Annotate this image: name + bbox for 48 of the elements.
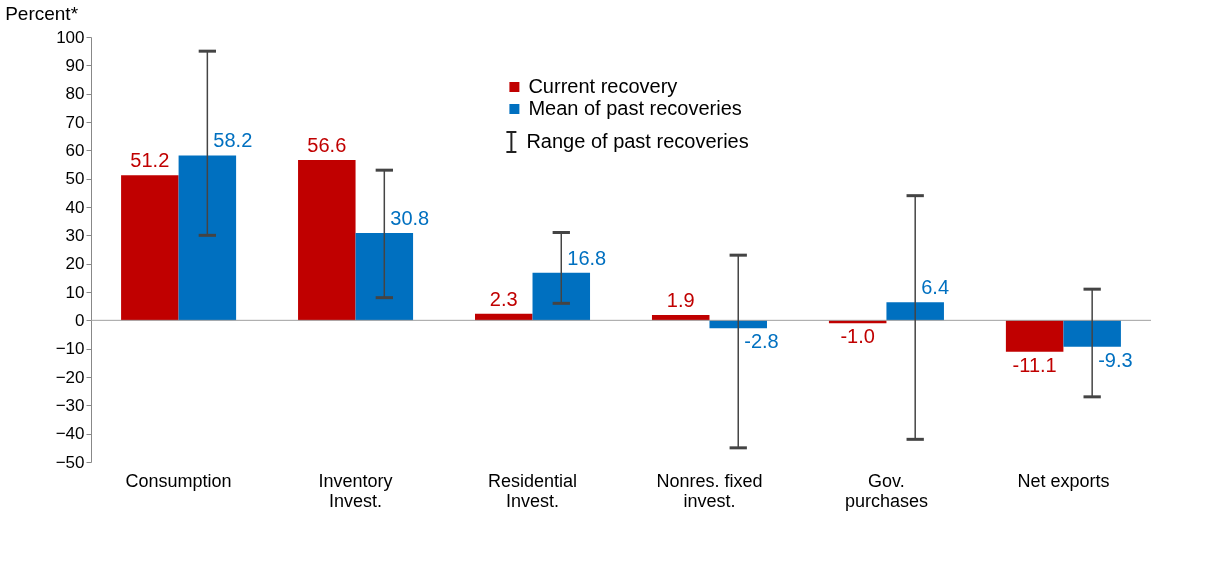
- data-label: 16.8: [567, 246, 607, 269]
- bar: [298, 159, 356, 321]
- bar: [1005, 320, 1064, 352]
- bar: [886, 302, 944, 321]
- bar: [1063, 320, 1121, 347]
- y-tick-label: 100: [56, 27, 85, 47]
- bar: [475, 313, 533, 321]
- y-tick-label: 60: [65, 140, 85, 160]
- annotation: Range of past recoveries: [526, 130, 749, 152]
- data-label: -9.3: [1098, 348, 1133, 371]
- bar: [532, 272, 591, 321]
- x-tick-label: Inventory Invest.: [318, 470, 393, 511]
- data-label: 6.4: [921, 276, 950, 299]
- legend-label: Mean of past recoveries: [528, 97, 742, 119]
- y-tick-label: 20: [65, 254, 85, 274]
- y-tick-label: 30: [65, 225, 85, 245]
- x-tick-label: Gov. purchases: [844, 470, 928, 511]
- bar: [651, 314, 710, 321]
- x-tick-label: Nonres. fixed invest.: [656, 470, 763, 511]
- y-tick-label: −30: [55, 395, 85, 415]
- y-tick-label: 40: [65, 197, 85, 217]
- y-tick-label: 80: [65, 84, 85, 104]
- y-tick-label: −20: [55, 367, 85, 387]
- y-tick-label: 50: [65, 169, 85, 189]
- y-axis-title: Percent*: [5, 3, 79, 24]
- legend-label: Current recovery: [528, 75, 678, 97]
- data-label: 30.8: [390, 207, 430, 230]
- y-tick-label: 70: [65, 112, 85, 132]
- data-label: 51.2: [130, 149, 170, 172]
- data-label: 2.3: [489, 287, 518, 310]
- x-tick-label: Net exports: [1017, 470, 1110, 491]
- y-tick-label: −50: [55, 452, 85, 472]
- y-tick-label: −40: [55, 424, 85, 444]
- x-tick-label: Consumption: [125, 470, 232, 491]
- x-tick-label: Residential Invest.: [487, 470, 578, 511]
- y-tick-label: 90: [65, 55, 85, 75]
- data-label: -2.8: [744, 330, 779, 353]
- y-tick-label: −10: [55, 339, 85, 359]
- bar: [121, 175, 179, 321]
- y-tick-label: 10: [65, 282, 85, 302]
- y-tick-label: 0: [75, 310, 85, 330]
- bar: [355, 233, 414, 321]
- data-label: -11.1: [1012, 353, 1057, 376]
- bar: [178, 155, 237, 321]
- data-label: 1.9: [666, 288, 695, 311]
- data-label: 56.6: [307, 133, 347, 156]
- data-label: 58.2: [213, 129, 253, 152]
- data-label: -1.0: [840, 325, 875, 348]
